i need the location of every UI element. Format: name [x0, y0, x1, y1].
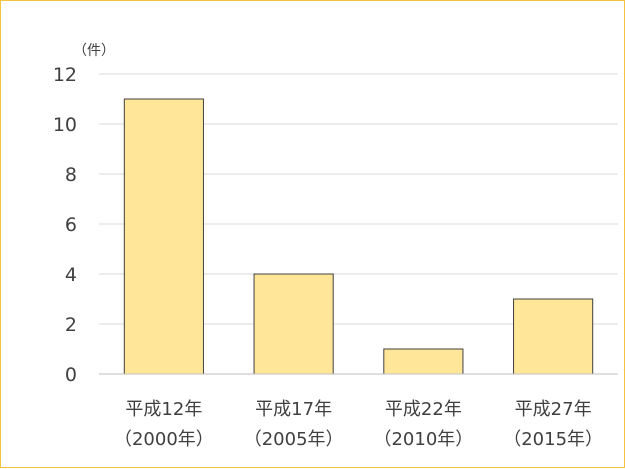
- bar: [383, 348, 464, 375]
- x-tick-sublabel: （2010年）: [373, 429, 473, 450]
- x-tick-label: 平成17年: [255, 399, 332, 420]
- bar: [513, 298, 594, 375]
- x-tick-sublabel: （2005年）: [244, 429, 344, 450]
- bar: [253, 273, 334, 375]
- x-tick-sublabel: （2015年）: [503, 429, 603, 450]
- y-tick-label: 0: [65, 364, 77, 386]
- bars: [123, 98, 594, 375]
- y-tick-label: 2: [65, 314, 77, 336]
- x-tick-label: 平成12年: [125, 399, 202, 420]
- y-tick-label: 6: [65, 214, 77, 236]
- bar: [123, 98, 204, 375]
- x-tick-sublabel: （2000年）: [114, 429, 214, 450]
- y-tick-label: 8: [65, 164, 77, 186]
- x-axis-labels: 平成12年 （2000年） 平成17年 （2005年） 平成22年 （2010年） 平成27…: [114, 399, 603, 450]
- y-tick-label: 12: [53, 64, 77, 86]
- x-tick-label: 平成22年: [385, 399, 462, 420]
- x-tick-label: 平成27年: [515, 399, 592, 420]
- y-tick-label: 4: [65, 264, 77, 286]
- y-axis-ticks: 0 2 4 6 8 10 12: [53, 64, 77, 386]
- y-axis-unit-label: （件）: [73, 43, 115, 59]
- y-tick-label: 10: [53, 114, 77, 136]
